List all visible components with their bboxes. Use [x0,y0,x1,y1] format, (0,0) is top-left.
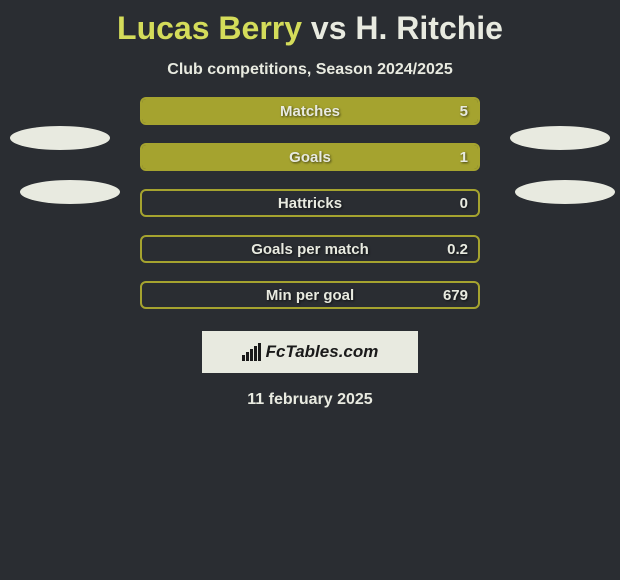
player2-name: H. Ritchie [355,10,503,46]
date-text: 11 february 2025 [0,391,620,409]
subtitle: Club competitions, Season 2024/2025 [0,61,620,79]
player2-avatar-placeholder-1 [510,126,610,150]
logo-text: FcTables.com [266,342,379,362]
stat-value: 0 [460,195,468,212]
stat-row-hattricks: Hattricks 0 [140,189,480,217]
page-title: Lucas Berry vs H. Ritchie [0,0,620,51]
stat-value: 1 [460,149,468,166]
vs-text: vs [311,10,347,46]
stat-label: Matches [280,103,340,120]
stat-value: 5 [460,103,468,120]
player1-avatar-placeholder-2 [20,180,120,204]
bars-chart-icon [242,343,262,361]
player1-name: Lucas Berry [117,10,302,46]
stat-label: Hattricks [278,195,342,212]
logo-box[interactable]: FcTables.com [202,331,418,373]
stat-label: Goals [289,149,331,166]
player2-avatar-placeholder-2 [515,180,615,204]
stat-row-gpm: Goals per match 0.2 [140,235,480,263]
stat-row-goals: Goals 1 [140,143,480,171]
stat-row-mpg: Min per goal 679 [140,281,480,309]
stat-label: Min per goal [266,287,354,304]
stat-row-matches: Matches 5 [140,97,480,125]
stat-value: 0.2 [447,241,468,258]
stat-label: Goals per match [251,241,369,258]
player1-avatar-placeholder-1 [10,126,110,150]
stat-value: 679 [443,287,468,304]
